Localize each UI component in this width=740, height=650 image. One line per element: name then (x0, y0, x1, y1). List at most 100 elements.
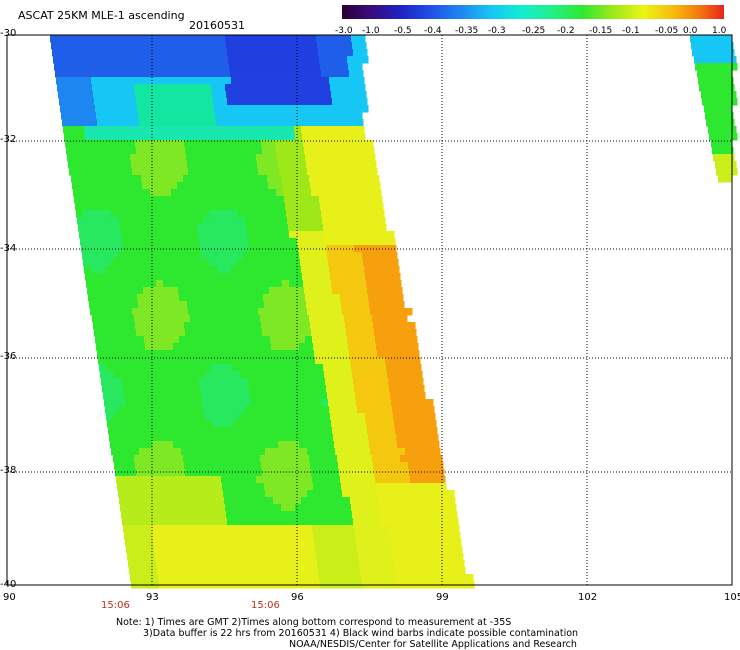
swath-cell (97, 350, 105, 358)
swath-cell (151, 154, 159, 162)
swath-cell (312, 56, 320, 64)
swath-cell (95, 196, 103, 204)
swath-cell (386, 413, 394, 421)
swath-cell (257, 203, 265, 211)
swath-cell (247, 280, 255, 288)
swath-cell (316, 175, 324, 183)
swath-cell (136, 329, 144, 337)
swath-cell (165, 476, 173, 484)
swath-cell (290, 98, 298, 106)
swath-cell (334, 441, 342, 449)
swath-cell (125, 490, 133, 498)
swath-cell (387, 371, 395, 379)
swath-cell (253, 273, 261, 281)
swath-cell (212, 140, 220, 148)
swath-cell (245, 77, 253, 85)
swath-cell (140, 357, 148, 365)
swath-cell (212, 462, 220, 470)
swath-cell (169, 455, 177, 463)
swath-cell (697, 70, 705, 78)
swath-cell (205, 371, 213, 379)
swath-cell (335, 539, 343, 547)
swath-cell (276, 378, 284, 386)
swath-cell (274, 133, 282, 141)
swath-cell (131, 203, 139, 211)
swath-cell (270, 476, 278, 484)
swath-cell (182, 77, 190, 85)
swath-cell (392, 266, 400, 274)
swath-cell (188, 168, 196, 176)
swath-cell (706, 84, 714, 92)
swath-cell (133, 126, 141, 134)
swath-cell (163, 42, 171, 50)
swath-cell (299, 483, 307, 491)
swath-cell (144, 385, 152, 393)
swath-cell (310, 91, 318, 99)
swath-cell (263, 476, 271, 484)
swath-cell (220, 469, 228, 477)
swath-cell (139, 539, 147, 547)
swath-cell (179, 434, 187, 442)
swath-cell (286, 350, 294, 358)
swath-cell (344, 364, 352, 372)
swath-cell (223, 119, 231, 127)
swath-cell (431, 525, 439, 533)
swath-cell (417, 385, 425, 393)
swath-cell (192, 98, 200, 106)
swath-cell (234, 147, 242, 155)
swath-cell (185, 189, 193, 197)
swath-cell (341, 252, 349, 260)
swath-cell (247, 560, 255, 568)
swath-cell (145, 203, 153, 211)
swath-cell (248, 567, 256, 575)
swath-cell (349, 448, 357, 456)
swath-cell (298, 574, 306, 582)
swath-cell (252, 497, 260, 505)
swath-cell (360, 427, 368, 435)
swath-cell (129, 49, 137, 57)
swath-cell (307, 259, 315, 267)
swath-cell (350, 546, 358, 554)
swath-cell (454, 539, 462, 547)
swath-cell (393, 504, 401, 512)
swath-cell (139, 168, 147, 176)
swath-cell (112, 266, 120, 274)
swath-cell (387, 462, 395, 470)
swath-cell (171, 378, 179, 386)
swath-cell (122, 287, 130, 295)
swath-cell (246, 133, 254, 141)
swath-cell (368, 245, 376, 253)
swath-cell (357, 126, 365, 134)
swath-cell (218, 553, 226, 561)
swath-cell (125, 539, 133, 547)
swath-cell (85, 84, 93, 92)
swath-cell (307, 210, 315, 218)
swath-cell (114, 91, 122, 99)
swath-cell (430, 427, 438, 435)
swath-cell (124, 441, 132, 449)
swath-cell (369, 161, 377, 169)
swath-cell (169, 413, 177, 421)
swath-cell (220, 287, 228, 295)
swath-cell (286, 399, 294, 407)
swath-cell (281, 273, 289, 281)
swath-cell (338, 420, 346, 428)
swath-cell (341, 301, 349, 309)
swath-cell (131, 392, 139, 400)
swath-cell (164, 189, 172, 197)
swath-cell (132, 399, 140, 407)
swath-cell (363, 168, 371, 176)
swath-cell (326, 196, 334, 204)
swath-cell (57, 35, 65, 43)
swath-cell (326, 574, 334, 582)
swath-cell (346, 427, 354, 435)
swath-cell (77, 126, 85, 134)
swath-cell (197, 364, 205, 372)
swath-cell (78, 84, 86, 92)
swath-cell (416, 427, 424, 435)
swath-cell (430, 567, 438, 575)
swath-cell (145, 532, 153, 540)
swath-cell (730, 63, 738, 71)
swath-cell (254, 231, 262, 239)
swath-cell (144, 245, 152, 253)
